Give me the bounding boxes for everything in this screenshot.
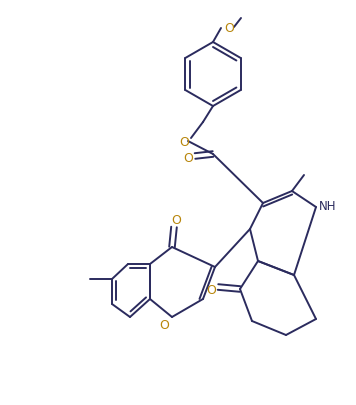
Text: O: O bbox=[171, 214, 181, 227]
Text: O: O bbox=[179, 135, 189, 148]
Text: O: O bbox=[224, 21, 234, 34]
Text: NH: NH bbox=[319, 199, 337, 212]
Text: O: O bbox=[183, 152, 193, 165]
Text: O: O bbox=[159, 319, 169, 332]
Text: O: O bbox=[206, 283, 216, 296]
